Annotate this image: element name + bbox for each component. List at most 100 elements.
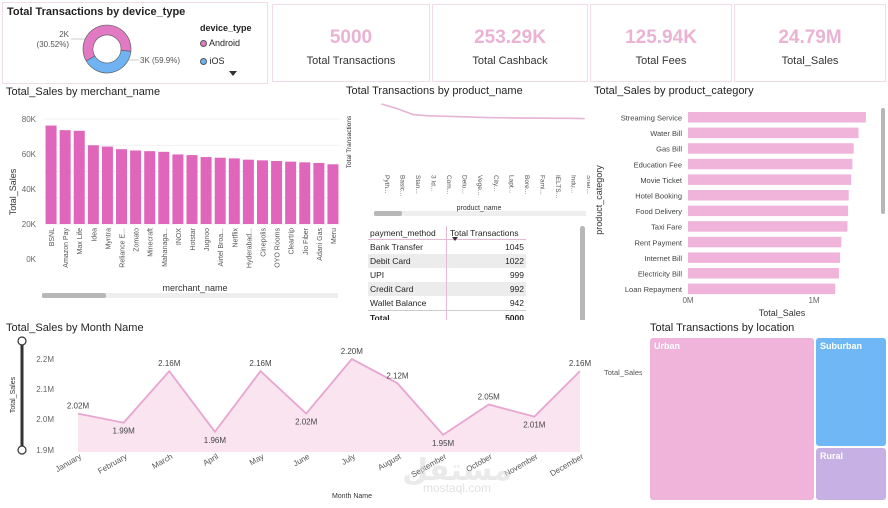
table-total-value: 5000	[505, 313, 524, 323]
kpi-transactions-value: 5000	[329, 27, 373, 48]
month-y-tick: 2.2M	[36, 355, 54, 364]
product-x-tick: Lapt...	[507, 175, 514, 193]
annot-ios-value: 2K	[59, 30, 69, 39]
merchant-bar	[200, 157, 212, 224]
month-data-label: 2.16M	[158, 359, 181, 368]
category-bar	[688, 205, 849, 217]
category-y-tick: Movie Ticket	[640, 176, 683, 185]
month-data-label: 1.99M	[113, 427, 136, 436]
month-y-tick: 2.1M	[36, 385, 54, 394]
merchant-bar	[242, 159, 254, 224]
merchant-bar	[285, 161, 297, 224]
kpi-card-cashback: 253.29K Total Cashback	[432, 4, 588, 82]
merchant-x-tick: Mahanaga...	[162, 228, 169, 267]
category-y-tick: Taxi Fare	[651, 223, 682, 232]
merchant-x-tick: OYO Rooms	[275, 228, 282, 268]
treemap-cell-rural[interactable]: Rural	[816, 448, 886, 500]
product-x-tick: Vege...	[476, 175, 483, 195]
merchant-x-tick: Cleartrip	[289, 228, 296, 255]
table-column-divider	[446, 311, 447, 324]
month-data-label: 2.16M	[249, 359, 272, 368]
table-column-divider	[446, 226, 447, 239]
merchant-x-tick: Cinepolis	[260, 228, 267, 257]
month-data-label: 2.20M	[341, 347, 364, 356]
category-y-label: product_category	[594, 165, 604, 235]
table-header-row: payment_method Total Transactions	[368, 226, 526, 241]
product-x-tick: Basic...	[399, 175, 406, 197]
treemap-cell-urban[interactable]: Urban	[650, 338, 814, 500]
annot-android: 3K (59.9%)	[140, 56, 180, 65]
annot-ios-pct: (30.52%)	[37, 40, 70, 49]
merchant-x-tick: Jio Fiber	[303, 227, 310, 255]
month-area-chart[interactable]: Total_Sales 2.2M 2.1M 2.0M 1.9M 2.02M Jan…	[2, 320, 642, 506]
watermark-latin: mostaql.com	[423, 481, 491, 495]
product-point	[536, 117, 539, 119]
category-bar-chart[interactable]: product_category Streaming Service Water …	[592, 84, 886, 320]
month-data-label: 2.12M	[386, 371, 409, 380]
merchant-bar	[45, 125, 57, 224]
month-data-label: 2.16M	[569, 359, 592, 368]
month-data-label: 2.02M	[295, 418, 318, 427]
merchant-bar	[130, 150, 142, 224]
table-total-row: Total 5000	[368, 310, 526, 324]
merchant-bar	[299, 162, 311, 224]
device-type-title: Total Transactions by device_type	[7, 6, 186, 18]
donut-slice-ios	[85, 50, 132, 74]
merchant-bar	[144, 151, 156, 224]
month-x-tick: February	[96, 452, 128, 476]
treemap-label-rural: Rural	[820, 451, 844, 461]
table-row[interactable]: Wallet Balance 942	[368, 296, 526, 310]
category-bar	[688, 112, 866, 123]
category-x-label: Total_Sales	[759, 308, 806, 318]
table-cell-count: 999	[509, 270, 524, 280]
product-point	[505, 117, 508, 119]
merchant-bar-chart[interactable]: 80K 60K 40K 20K 0K Total_Sales BSNL Amazo…	[2, 84, 342, 320]
legend-android[interactable]: Android	[200, 38, 240, 48]
merchant-y-tick: 0K	[26, 255, 36, 264]
table-row[interactable]: Bank Transfer 1045	[368, 240, 526, 254]
merchant-x-tick: Myntra	[105, 228, 112, 250]
table-cell-method: Wallet Balance	[370, 298, 427, 308]
sort-desc-icon[interactable]	[452, 237, 458, 241]
merchant-chart-title: Total_Sales by merchant_name	[6, 86, 161, 98]
merchant-bar	[73, 130, 85, 224]
table-header-payment-method[interactable]: payment_method	[370, 228, 436, 238]
category-bar	[688, 190, 849, 201]
kpi-sales-value: 24.79M	[778, 27, 842, 48]
month-chart-title: Total_Sales by Month Name	[6, 322, 144, 334]
merchant-bar	[327, 164, 339, 224]
table-scrollbar[interactable]	[580, 226, 585, 326]
kpi-fees-label: Total Fees	[635, 55, 687, 67]
table-cell-count: 992	[509, 284, 524, 294]
legend-ios[interactable]: iOS	[200, 56, 225, 66]
product-line-chart[interactable]: Total Transactions Pyth... Basic... Stan..…	[344, 84, 590, 222]
merchant-x-tick: BSNL	[49, 228, 56, 246]
legend-ios-label: iOS	[209, 56, 225, 66]
device-donut-chart[interactable]: 2K (30.52%) 3K (59.9%)	[3, 3, 269, 85]
product-point	[474, 116, 477, 118]
merchant-scrollbar-thumb	[42, 293, 106, 298]
product-x-tick: Pyth...	[383, 175, 390, 194]
month-x-tick: January	[54, 452, 83, 474]
product-x-tick: 3 Id...	[430, 175, 437, 191]
category-bar	[688, 221, 848, 232]
legend-android-label: Android	[209, 38, 241, 48]
merchant-bar	[172, 154, 184, 224]
table-row[interactable]: UPI 999	[368, 268, 526, 282]
product-transactions-panel: Total Transactions by product_name Total…	[344, 84, 590, 222]
table-header-total-transactions[interactable]: Total Transactions	[450, 228, 519, 238]
table-row[interactable]: Credit Card 992	[368, 282, 526, 296]
table-cell-count: 1022	[505, 256, 524, 266]
legend-scroll-down-icon[interactable]	[229, 71, 237, 76]
kpi-cashback-value: 253.29K	[474, 27, 546, 48]
donut-slice-android	[82, 24, 132, 62]
merchant-x-tick: Airtel Broa...	[218, 228, 225, 267]
category-y-tick: Electricity Bill	[638, 270, 683, 279]
product-x-tick: City...	[492, 175, 499, 191]
merchant-sales-panel: Total_Sales by merchant_name 80K 60K 40K…	[2, 84, 342, 320]
table-row[interactable]: Debit Card 1022	[368, 254, 526, 268]
category-bar	[688, 236, 842, 248]
location-panel: Total Transactions by location Urban Sub…	[646, 320, 886, 506]
treemap-cell-suburban[interactable]: Suburban	[816, 338, 886, 446]
month-y-tick: 2.0M	[36, 415, 54, 424]
